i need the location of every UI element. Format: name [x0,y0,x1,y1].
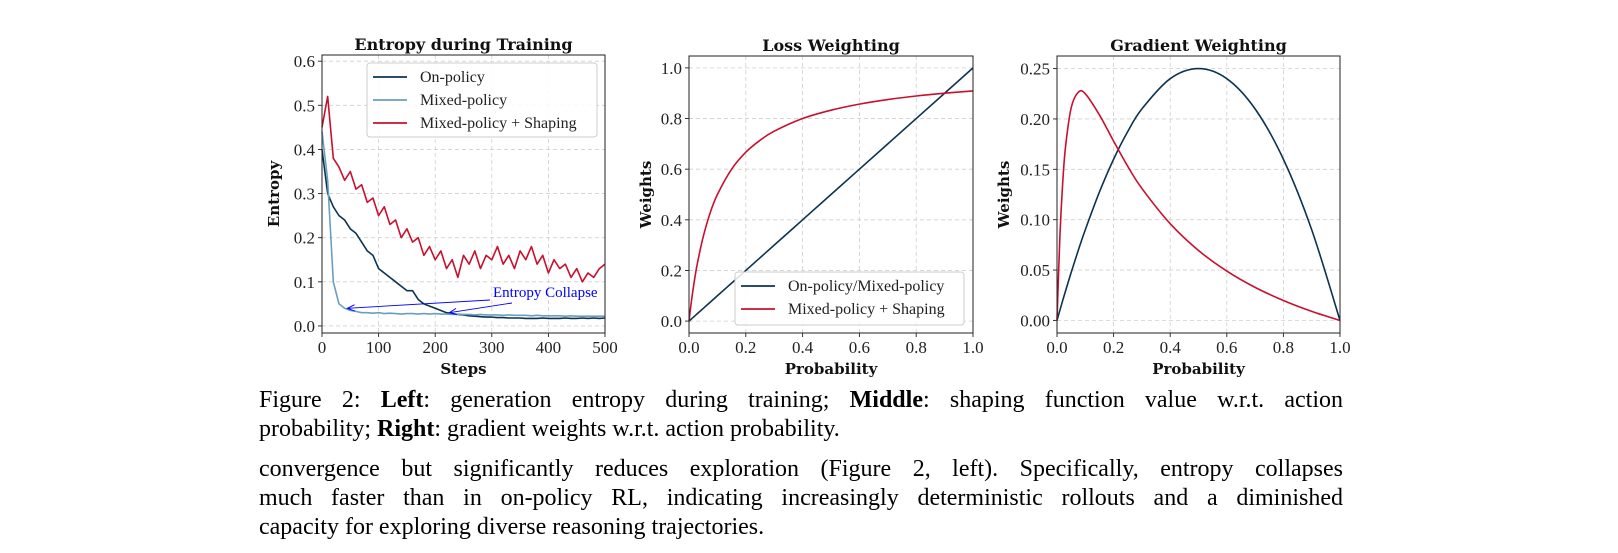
y-tick-label: 0.0 [294,317,315,336]
caption-line-1: Figure 2: Left: generation entropy durin… [259,386,1343,415]
y-tick-label: 0.3 [294,185,315,204]
legend-box [366,62,598,138]
series-line-1 [321,131,605,318]
caption-middle-text: : shaping function value w.r.t. action [922,387,1344,413]
x-tick-label: 0.8 [906,338,927,357]
body-paragraph: convergence but significantly reduces ex… [259,455,1343,542]
y-tick-label: 0.00 [1020,311,1050,330]
chart-1: 0.0 0.2 0.4 0.6 0.8 1.0 0.0 0.2 0.4 0.6 0.8 1.0 Loss… [637,36,984,378]
body-line: capacity for exploring diverse reasoning… [259,514,765,540]
y-axis-label: Weights [637,161,655,230]
annotation-arrow [347,299,491,308]
series-line-0 [1056,67,1341,321]
y-tick-label: 0.10 [1020,211,1050,230]
plot-frame [321,54,606,334]
x-tick-label: 1.0 [1329,338,1350,357]
y-tick-label: 0.05 [1020,261,1050,280]
legend-label: Mixed-policy [420,92,507,109]
y-tick-label: 0.4 [294,140,316,159]
y-tick-label: 0.6 [294,52,315,71]
x-tick-label: 300 [479,338,505,357]
x-tick-label: 0.0 [678,338,699,357]
y-tick-label: 0.20 [1020,110,1050,129]
x-tick-label: 0.2 [735,338,756,357]
x-tick-label: 400 [536,338,562,357]
caption-prefix: Figure 2: [259,387,381,413]
chart-title: Entropy during Training [354,35,572,54]
y-tick-label: 0.2 [661,261,682,280]
legend: On-policy Mixed-policy Mixed-policy + Shap… [366,62,598,138]
body-line: convergence but significantly reduces ex… [259,456,1343,482]
chart-title: Loss Weighting [762,36,900,55]
plot-frame [1056,55,1341,334]
y-axis-label: Entropy [265,160,283,228]
y-tick-label: 0.15 [1020,160,1050,179]
y-tick-label: 0.4 [661,211,683,230]
y-tick-label: 0.8 [661,110,682,129]
annotation-arrow [449,302,513,313]
x-axis-label: Probability [785,360,879,378]
caption-middle-label: Middle [849,387,923,413]
y-tick-label: 0.6 [661,160,682,179]
figure-2-charts: 0 100 200 300 400 500 0.0 0.1 0.2 0.3 0.4 0.5 0.6 Ent… [265,35,1351,378]
y-tick-label: 0.25 [1020,60,1050,79]
x-axis-label: Steps [440,360,486,378]
legend-box [734,271,965,326]
caption-line-2: probability; Right: gradient weights w.r… [259,415,1343,444]
x-tick-label: 0.8 [1273,338,1294,357]
x-tick-label: 0.0 [1046,338,1067,357]
caption-left-text: : generation entropy during training; [423,387,850,413]
series-line-0 [688,67,974,322]
x-tick-label: 0.6 [849,338,870,357]
legend-label: Mixed-policy + Shaping [420,115,577,132]
x-axis-label: Probability [1152,360,1246,378]
x-tick-label: 200 [422,338,448,357]
series-line-1 [688,90,974,322]
y-tick-label: 0.5 [294,96,315,115]
y-tick-label: 0.0 [661,312,682,331]
chart-2: 0.0 0.2 0.4 0.6 0.8 1.0 0.00 0.05 0.10 0.15 0.20 0.… [995,36,1351,378]
x-tick-label: 1.0 [962,338,983,357]
x-tick-label: 100 [366,338,392,357]
caption-line2-start: probability; [259,416,377,442]
legend-label: On-policy/Mixed-policy [788,278,944,295]
caption-right-label: Right [376,416,435,442]
figure-caption: Figure 2: Left: generation entropy durin… [259,386,1343,444]
caption-left-label: Left [380,387,424,413]
series-line-2 [321,95,606,283]
chart-0: 0 100 200 300 400 500 0.0 0.1 0.2 0.3 0.4 0.5 0.6 Ent… [265,35,618,378]
chart-title: Gradient Weighting [1110,36,1287,55]
body-line: much faster than in on-policy RL, indica… [259,485,1343,511]
legend-label: On-policy [420,69,485,86]
x-tick-label: 0 [318,338,327,357]
x-tick-label: 0.4 [1160,338,1182,357]
x-tick-label: 0.6 [1216,338,1237,357]
y-tick-label: 0.1 [294,273,315,292]
y-tick-label: 0.2 [294,229,315,248]
annotation-entropy-collapse: Entropy Collapse [493,285,598,301]
x-tick-label: 0.2 [1103,338,1124,357]
y-axis-label: Weights [995,161,1013,230]
y-tick-label: 1.0 [661,59,682,78]
series-line-1 [1056,89,1341,322]
plot-frame [688,55,974,334]
legend-label: Mixed-policy + Shaping [788,301,945,318]
x-tick-label: 500 [592,338,618,357]
x-tick-label: 0.4 [792,338,814,357]
caption-right-text: : gradient weights w.r.t. action probabi… [434,416,840,442]
legend: On-policy/Mixed-policy Mixed-policy + Sha… [734,271,965,326]
